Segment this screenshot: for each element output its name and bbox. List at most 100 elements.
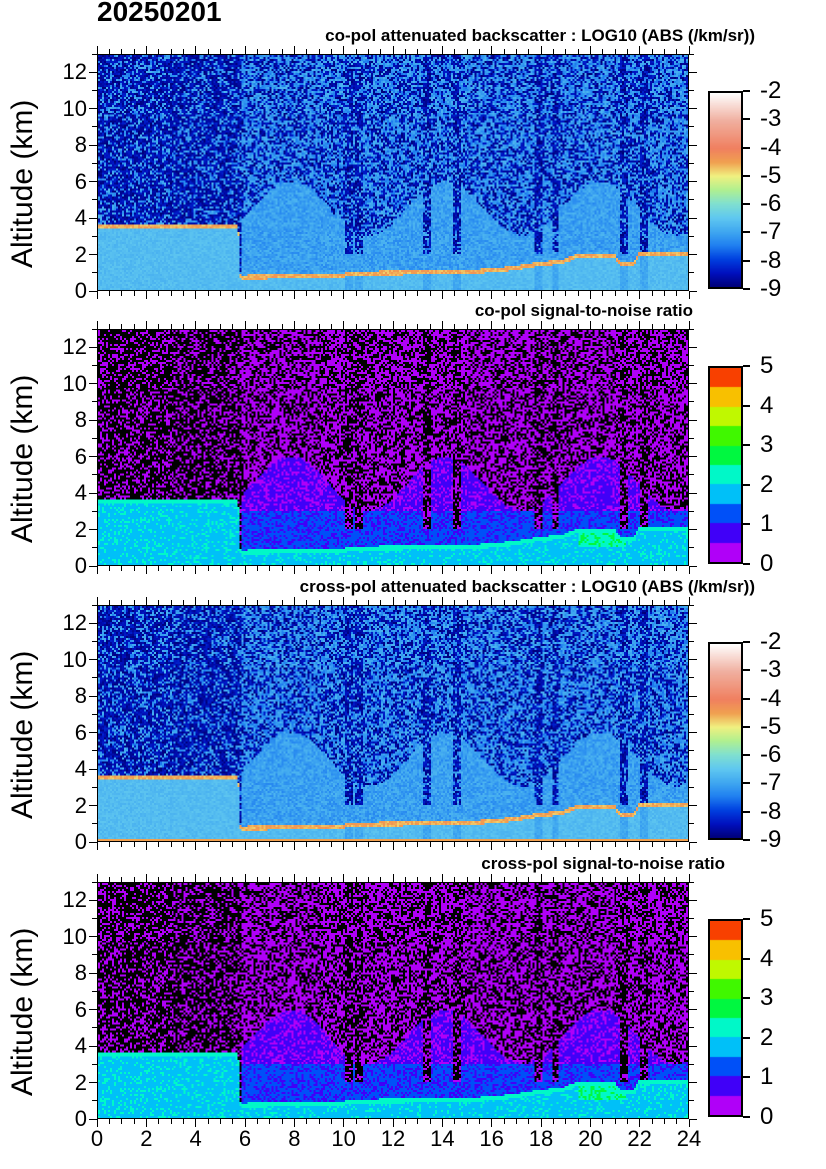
x-tick: [170, 291, 172, 296]
y-tick-label: 12: [62, 59, 87, 85]
x-tick-top: [367, 600, 369, 605]
x-tick: [515, 566, 517, 571]
y-tick-right: [689, 823, 694, 825]
y-axis-label: Altitude (km): [6, 927, 39, 1096]
x-tick: [232, 566, 234, 571]
x-tick-top: [281, 877, 283, 882]
x-tick-top: [330, 324, 332, 329]
colorbar-tick: [743, 1076, 750, 1079]
y-tick-label: 8: [74, 407, 87, 433]
x-tick: [478, 566, 480, 571]
x-tick: [404, 291, 406, 296]
x-tick: [108, 1119, 110, 1124]
x-tick: [417, 1119, 419, 1124]
x-tick: [256, 1119, 258, 1124]
colorbar-tick: [743, 754, 750, 757]
x-tick: [96, 842, 98, 850]
x-tick: [577, 566, 579, 571]
y-tick-right: [689, 162, 694, 164]
x-tick-top: [219, 49, 221, 54]
heatmap-plot: [97, 882, 689, 1119]
x-tick-top: [441, 597, 443, 605]
x-tick-top: [343, 874, 345, 882]
x-tick: [491, 566, 493, 574]
colorbar-tick: [743, 231, 750, 234]
y-tick-right: [689, 89, 694, 91]
panel-title: cross-pol attenuated backscatter : LOG10…: [299, 577, 755, 596]
x-tick-top: [651, 324, 653, 329]
y-tick: [89, 492, 97, 494]
x-tick-top: [577, 877, 579, 882]
x-tick: [380, 1119, 382, 1124]
x-tick-top: [108, 877, 110, 882]
y-tick-right: [689, 108, 697, 110]
colorbar-tick-label: 2: [760, 470, 774, 498]
x-tick-label: 0: [90, 1126, 104, 1151]
x-tick-top: [306, 49, 308, 54]
colorbar-tick-label: 3: [760, 431, 774, 459]
x-tick-top: [269, 600, 271, 605]
x-tick: [158, 842, 160, 847]
x-tick: [121, 1119, 123, 1124]
x-tick: [207, 566, 209, 571]
y-axis-label: Altitude (km): [6, 650, 39, 819]
y-tick: [89, 1009, 97, 1011]
y-tick: [89, 841, 97, 843]
y-tick: [92, 401, 97, 403]
x-tick: [515, 291, 517, 296]
x-tick: [244, 1119, 246, 1127]
x-tick-top: [367, 324, 369, 329]
colorbar-tick: [743, 839, 750, 841]
colorbar-tick-label: 2: [760, 1023, 774, 1051]
x-tick-top: [441, 874, 443, 882]
y-tick: [89, 1045, 97, 1047]
x-tick-top: [528, 600, 530, 605]
y-tick: [92, 272, 97, 274]
x-tick: [195, 291, 197, 299]
x-tick-top: [626, 324, 628, 329]
y-tick-label: 10: [62, 646, 87, 672]
x-tick-top: [491, 321, 493, 329]
x-tick: [195, 1119, 197, 1127]
x-tick-top: [256, 877, 258, 882]
x-tick-top: [392, 321, 394, 329]
x-tick: [281, 842, 283, 847]
y-tick-right: [689, 346, 697, 348]
x-tick-top: [540, 874, 542, 882]
x-tick: [367, 566, 369, 571]
x-tick: [589, 291, 591, 299]
x-tick: [688, 566, 690, 574]
x-tick: [441, 842, 443, 850]
x-tick: [195, 842, 197, 850]
y-tick-right: [689, 235, 694, 237]
x-tick: [121, 566, 123, 571]
x-tick-top: [478, 600, 480, 605]
x-tick-top: [392, 46, 394, 54]
x-tick-label: 20: [578, 1126, 603, 1151]
x-tick: [429, 566, 431, 571]
y-tick-label: 2: [74, 241, 87, 267]
x-tick-top: [306, 600, 308, 605]
x-tick-top: [577, 49, 579, 54]
y-tick-label: 10: [62, 923, 87, 949]
x-tick-top: [602, 49, 604, 54]
x-tick: [466, 566, 468, 571]
x-tick-top: [614, 49, 616, 54]
y-tick: [89, 695, 97, 697]
x-tick-top: [281, 49, 283, 54]
x-tick-top: [417, 49, 419, 54]
x-tick-top: [244, 597, 246, 605]
x-tick-top: [195, 597, 197, 605]
x-tick-top: [676, 877, 678, 882]
x-tick: [355, 1119, 357, 1124]
colorbar-tick: [743, 288, 750, 290]
x-tick: [380, 842, 382, 847]
x-tick-top: [380, 877, 382, 882]
y-tick-right: [689, 565, 697, 567]
x-tick: [602, 291, 604, 296]
y-tick: [92, 474, 97, 476]
y-tick-right: [689, 917, 694, 919]
x-tick-top: [207, 324, 209, 329]
x-tick: [528, 566, 530, 571]
x-tick: [626, 842, 628, 847]
